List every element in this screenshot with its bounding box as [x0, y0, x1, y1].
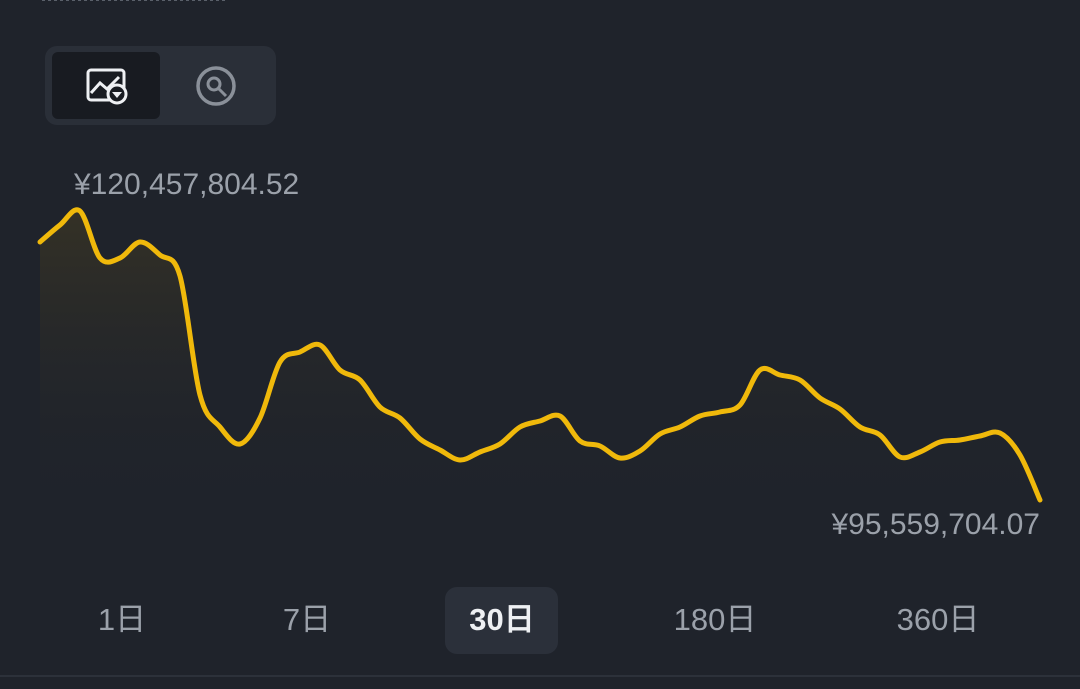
line	[37, 207, 1043, 503]
chart-view-button[interactable]	[52, 52, 160, 119]
period-tab[interactable]: 30日	[469, 602, 534, 637]
max-label: ¥120,457,804.52	[73, 168, 299, 201]
area	[40, 209, 1040, 520]
allocation-view-button[interactable]	[196, 66, 236, 106]
period-tab[interactable]: 360日	[897, 602, 980, 637]
period-tab[interactable]: 180日	[674, 602, 757, 637]
period-tab[interactable]: 7日	[283, 602, 331, 637]
selected-period-bg	[445, 587, 558, 654]
period-tab[interactable]: 1日	[98, 602, 146, 637]
